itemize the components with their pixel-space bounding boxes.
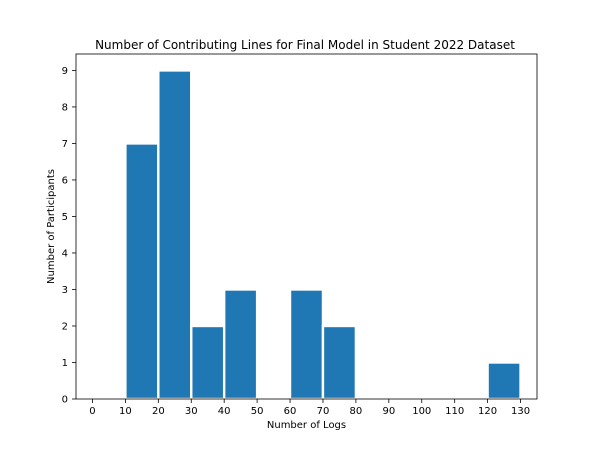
plot-frame xyxy=(75,53,538,400)
x-tick-label: 20 xyxy=(152,406,165,417)
x-tick-label: 110 xyxy=(445,406,464,417)
x-tick-label: 80 xyxy=(350,406,363,417)
y-tick-label: 9 xyxy=(62,66,68,77)
x-tick-label: 50 xyxy=(251,406,264,417)
histogram-bar xyxy=(321,324,358,401)
x-tick-label: 130 xyxy=(511,406,530,417)
y-tick-label: 1 xyxy=(62,358,68,369)
y-tick-label: 4 xyxy=(62,248,68,259)
y-tick-label: 2 xyxy=(62,321,68,332)
x-tick-label: 90 xyxy=(382,406,395,417)
y-tick-label: 3 xyxy=(62,285,68,296)
x-tick-label: 120 xyxy=(478,406,497,417)
x-tick-label: 70 xyxy=(317,406,330,417)
x-tick-label: 40 xyxy=(218,406,231,417)
chart-title: Number of Contributing Lines for Final M… xyxy=(95,38,515,52)
histogram-bar xyxy=(288,288,325,401)
y-axis-label: Number of Participants xyxy=(46,169,57,284)
x-tick-label: 30 xyxy=(185,406,198,417)
x-axis-label: Number of Logs xyxy=(267,420,346,431)
y-tick-label: 7 xyxy=(62,139,68,150)
y-tick-label: 6 xyxy=(62,175,68,186)
histogram-bar xyxy=(157,69,193,401)
y-tick-label: 0 xyxy=(62,395,68,406)
histogram-bar xyxy=(190,324,226,401)
histogram-bar xyxy=(222,288,259,401)
x-axis: 0 10 20 30 40 50 60 70 80 90 100 110 120 130 xyxy=(89,399,530,417)
bars-group xyxy=(124,69,522,401)
histogram-bar xyxy=(124,142,160,401)
y-tick-label: 5 xyxy=(62,212,68,223)
histogram-bar xyxy=(486,361,522,401)
x-tick-label: 60 xyxy=(284,406,297,417)
x-tick-label: 0 xyxy=(89,406,95,417)
y-axis: 0 1 2 3 4 5 6 7 8 9 xyxy=(62,66,76,406)
y-tick-label: 8 xyxy=(62,102,68,113)
x-tick-label: 100 xyxy=(412,406,431,417)
x-tick-label: 10 xyxy=(119,406,132,417)
